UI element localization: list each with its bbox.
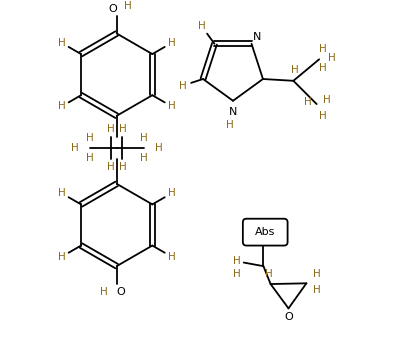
Text: H: H [58,252,66,262]
Text: H: H [168,101,176,111]
Text: H: H [168,188,176,198]
Text: H: H [86,133,94,143]
Text: H: H [291,65,299,75]
Text: Abs: Abs [255,227,275,237]
Text: H: H [140,133,147,143]
Text: H: H [265,269,273,279]
Text: H: H [107,162,115,171]
Text: N: N [229,106,237,117]
Text: H: H [119,125,126,134]
Text: H: H [140,153,147,163]
Text: H: H [312,269,320,279]
Text: O: O [284,312,293,322]
Text: H: H [319,110,327,121]
Text: H: H [58,188,66,198]
Text: H: H [233,256,240,266]
Text: H: H [155,143,163,153]
Text: O: O [117,287,125,297]
Text: H: H [304,97,312,107]
Text: H: H [323,95,331,105]
Text: H: H [233,269,240,279]
Text: H: H [226,120,233,130]
FancyBboxPatch shape [243,219,288,245]
Text: H: H [58,101,66,111]
Text: H: H [168,252,176,262]
Text: H: H [312,286,320,296]
Text: H: H [107,125,115,134]
Text: H: H [119,162,126,171]
Text: H: H [123,1,131,10]
Text: H: H [179,81,187,91]
Text: H: H [319,63,327,73]
Text: H: H [70,143,78,153]
Text: H: H [168,38,176,48]
Text: H: H [58,38,66,48]
Text: H: H [100,287,108,297]
Text: N: N [253,31,261,42]
Text: H: H [319,44,327,54]
Text: H: H [86,153,94,163]
Text: O: O [108,4,117,14]
Text: H: H [198,21,206,31]
Text: H: H [328,53,336,62]
